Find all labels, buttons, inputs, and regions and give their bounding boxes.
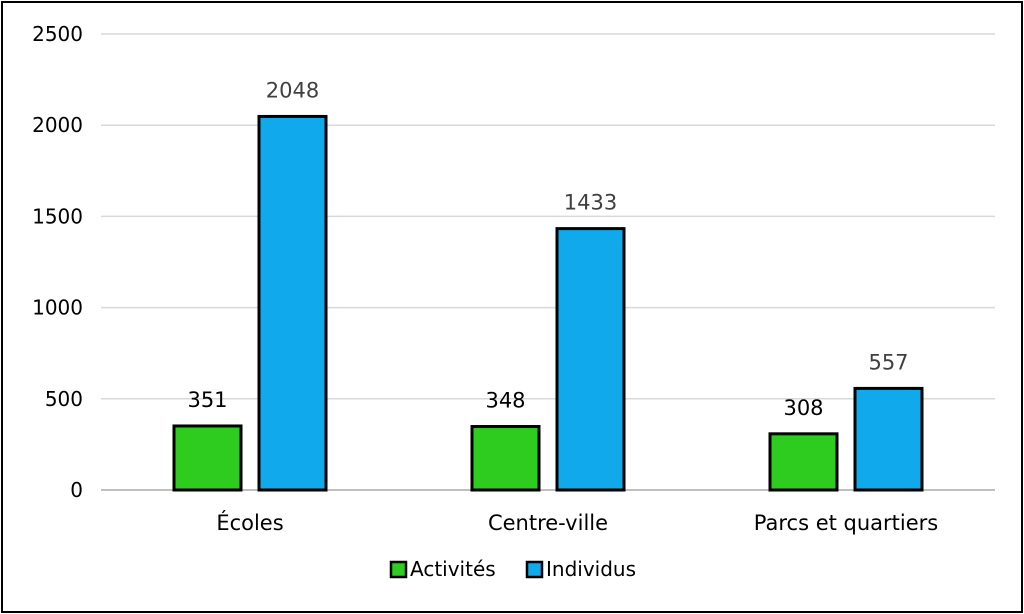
data-label: 348 [485,389,525,413]
bar [172,424,243,492]
legend: Activités Individus [389,557,636,581]
data-label: 1433 [564,191,617,215]
category-label: Écoles [216,510,283,535]
y-axis-ticks: 0 500 1000 1500 2000 2500 [32,22,83,502]
data-label: 2048 [266,78,319,102]
gridlines [101,33,995,491]
bar [257,114,328,492]
y-tick-label: 2000 [32,113,83,137]
bar [555,227,626,492]
category-label: Parcs et quartiers [754,511,938,535]
legend-label: Individus [546,557,636,581]
legend-swatch [525,560,544,579]
data-label: 351 [187,388,227,412]
y-tick-label: 500 [45,387,83,411]
data-label: 308 [783,396,823,420]
category-labels: Écoles Centre-ville Parcs et quartiers [216,510,938,535]
category-label: Centre-ville [488,511,608,535]
data-labels: 351 2048 348 1433 308 557 [187,78,908,419]
legend-label: Activités [410,557,496,581]
bar-chart: 0 500 1000 1500 2000 2500 351 2048 348 1433 308 55… [32,22,995,581]
y-tick-label: 1000 [32,296,83,320]
bar [470,425,541,492]
legend-swatch [389,560,408,579]
data-label: 557 [868,350,908,374]
bar [768,432,839,492]
y-tick-label: 0 [70,478,83,502]
y-tick-label: 2500 [32,22,83,46]
bar [853,386,924,492]
y-tick-label: 1500 [32,204,83,228]
bars [172,114,924,492]
